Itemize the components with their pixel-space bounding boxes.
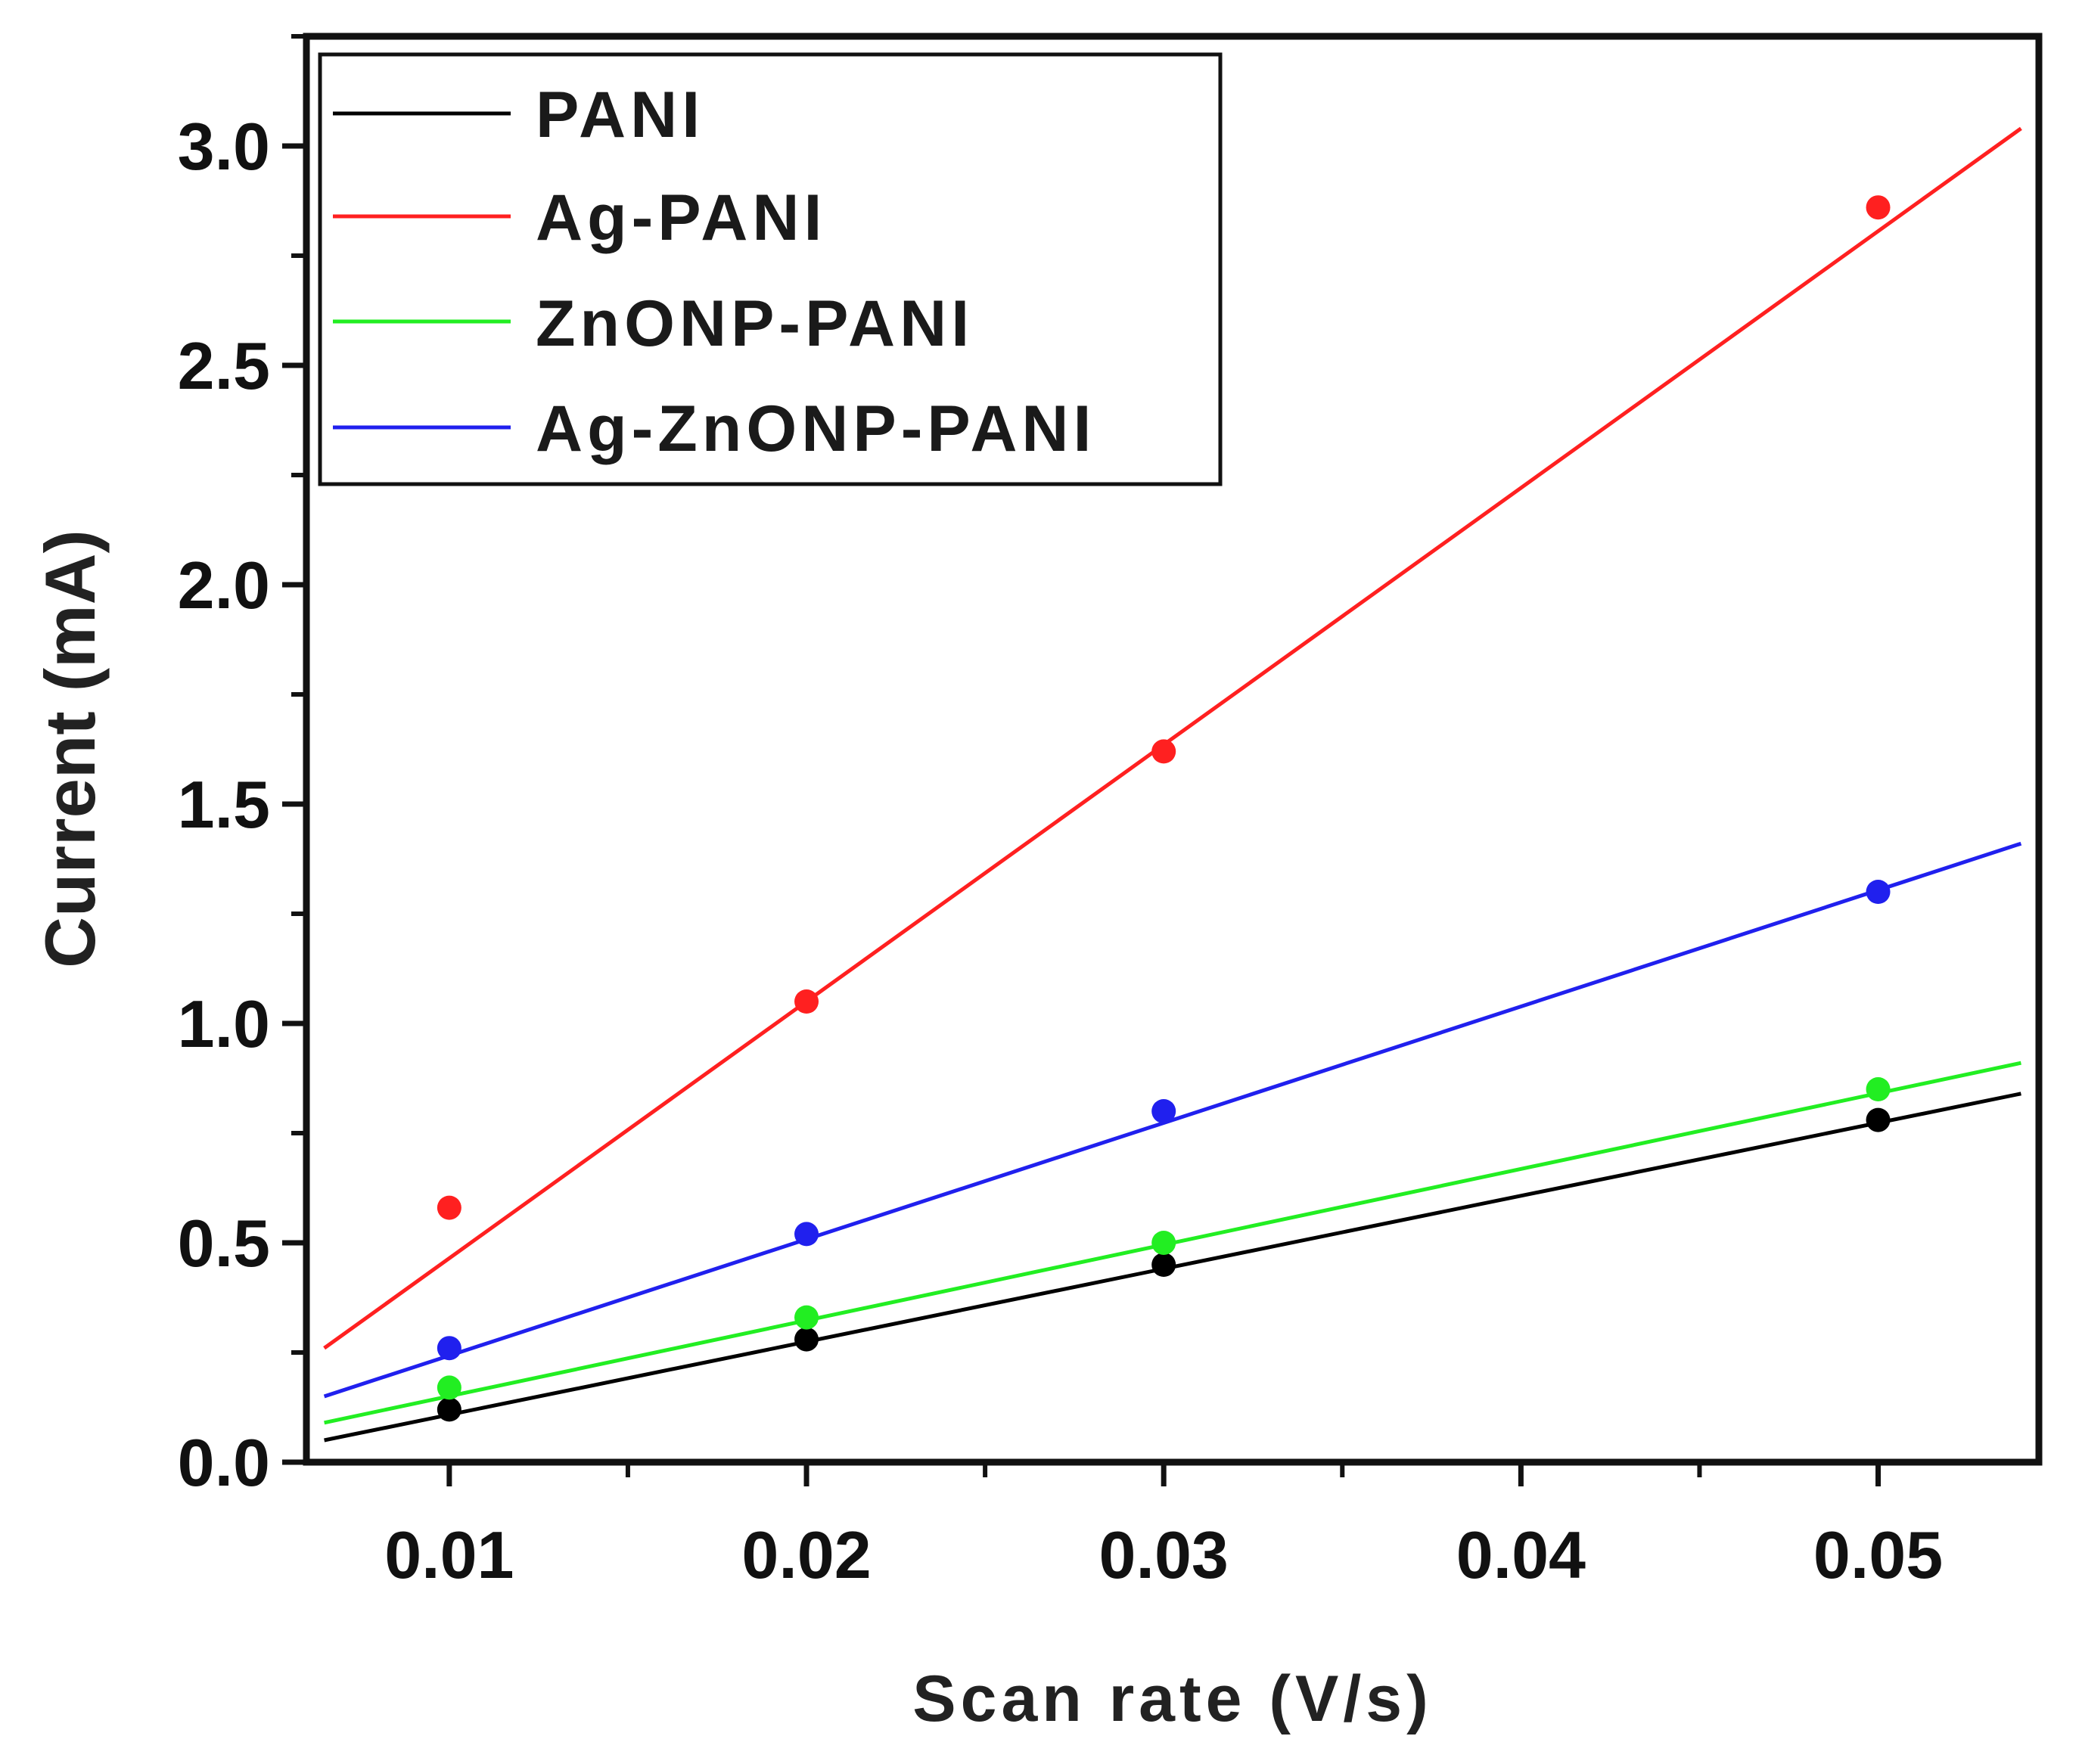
y-tick-label: 0.5 (178, 1206, 270, 1281)
data-point-ag-znonp-pani (1866, 880, 1891, 904)
legend-box (318, 52, 1223, 486)
plot-frame (303, 33, 2043, 1466)
data-point-ag-znonp-pani (437, 1336, 461, 1361)
data-point-pani (794, 1327, 819, 1352)
y-axis-label: Current (mA) (30, 530, 110, 968)
data-point-ag-pani (1866, 195, 1891, 220)
legend-label-znonp-pani: ZnONP-PANI (536, 287, 974, 360)
y-axis-ticks: 0.0 0.5 1.0 1.5 2.0 2.5 3.0 (178, 34, 306, 1500)
x-tick-label: 0.02 (741, 1517, 871, 1592)
legend: PANI Ag-PANI ZnONP-PANI Ag-ZnONP-PANI (318, 52, 1223, 486)
y-tick-label: 1.0 (178, 986, 270, 1061)
legend-label-pani: PANI (536, 79, 704, 151)
data-point-znonp-pani (1151, 1231, 1176, 1255)
legend-label-ag-pani: Ag-PANI (536, 182, 826, 254)
data-point-pani (1866, 1107, 1891, 1132)
y-tick-label: 2.0 (178, 548, 270, 623)
data-point-pani (1151, 1253, 1176, 1277)
y-tick-label: 3.0 (178, 109, 270, 184)
data-point-znonp-pani (794, 1305, 819, 1330)
x-tick-label: 0.05 (1813, 1517, 1943, 1592)
x-tick-label: 0.01 (384, 1517, 514, 1592)
x-axis-ticks: 0.01 0.02 0.03 0.04 0.05 (384, 1462, 1943, 1592)
y-tick-label: 0.0 (178, 1425, 270, 1500)
data-point-ag-pani (794, 989, 819, 1014)
data-point-pani (437, 1397, 461, 1422)
legend-label-ag-znonp-pani: Ag-ZnONP-PANI (536, 393, 1095, 465)
data-point-znonp-pani (437, 1375, 461, 1400)
data-point-ag-znonp-pani (1151, 1099, 1176, 1123)
y-tick-label: 2.5 (178, 328, 270, 403)
fit-line-ag-pani (323, 126, 2022, 1350)
data-points (437, 195, 1891, 1422)
fit-line-ag-znonp-pani (323, 841, 2022, 1399)
data-point-ag-pani (437, 1195, 461, 1220)
data-point-znonp-pani (1866, 1077, 1891, 1101)
y-tick-label: 1.5 (178, 767, 270, 842)
x-axis-label: Scan rate (V/s) (912, 1663, 1432, 1735)
data-point-ag-znonp-pani (794, 1222, 819, 1247)
x-tick-label: 0.04 (1456, 1517, 1586, 1592)
x-tick-label: 0.03 (1099, 1517, 1229, 1592)
data-point-ag-pani (1151, 739, 1176, 764)
